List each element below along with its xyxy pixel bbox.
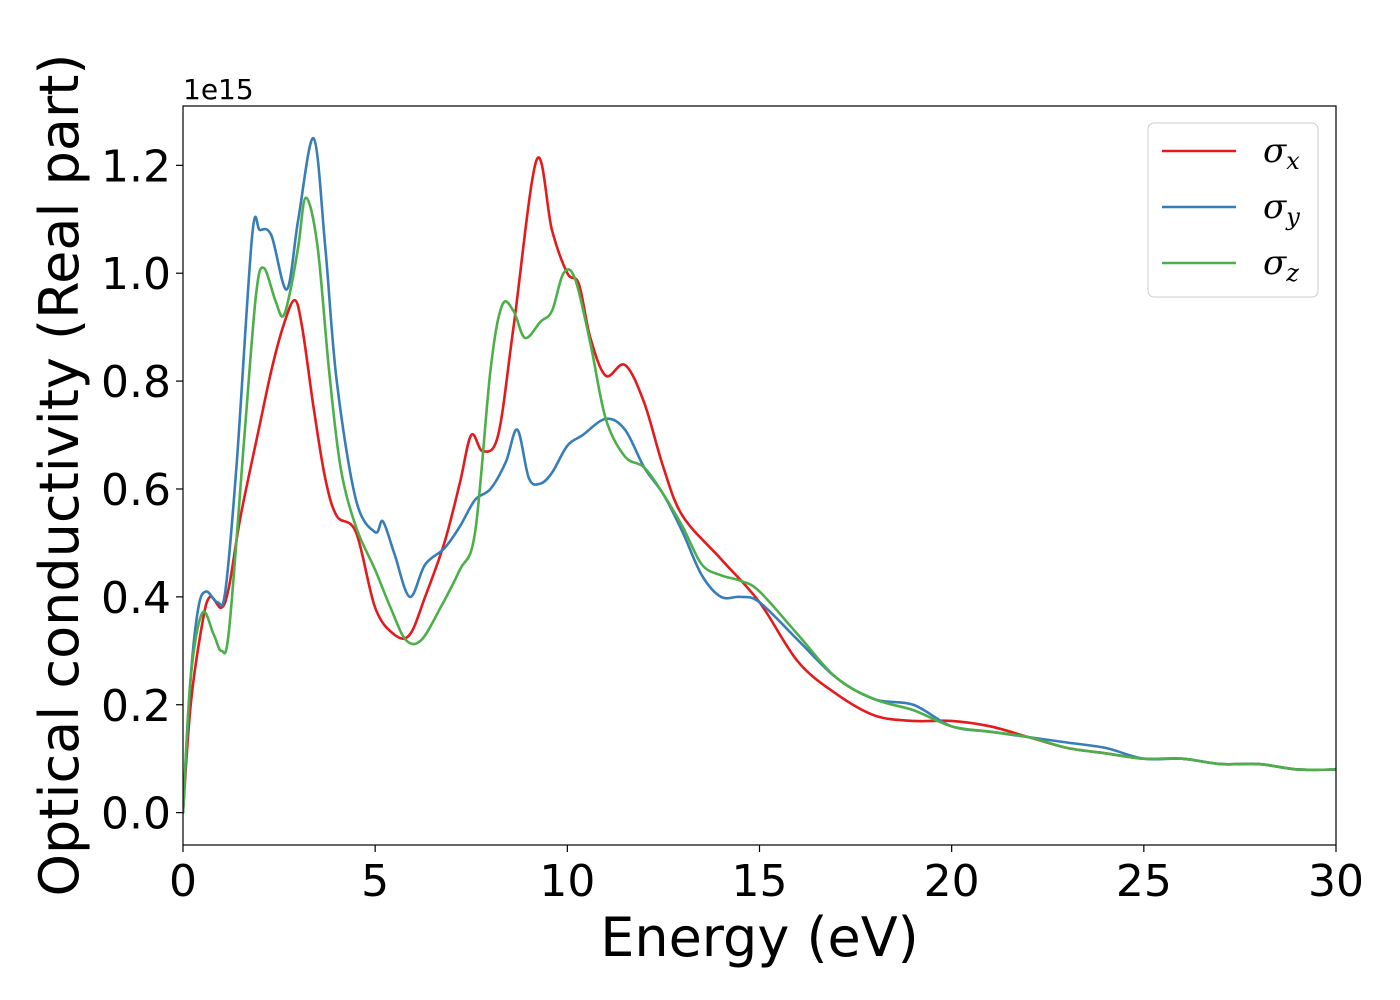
y-tick-label: 0.4 <box>101 573 171 624</box>
legend-box <box>1147 122 1319 298</box>
x-tick-label: 25 <box>1116 856 1172 907</box>
y-tick-label: 1.0 <box>101 249 171 300</box>
y-axis: 0.0 0.2 0.4 0.6 0.8 1.0 1.2 <box>101 141 183 840</box>
y-tick-label: 1.2 <box>101 141 171 192</box>
legend-label-z: σz <box>1263 243 1299 287</box>
x-tick-label: 30 <box>1308 856 1364 907</box>
y-tick-label: 0.8 <box>101 357 171 408</box>
legend-label-x: σx <box>1263 131 1300 175</box>
x-axis-title: Energy (eV) <box>600 906 919 969</box>
x-axis: 0 5 10 15 20 25 30 <box>169 845 1364 907</box>
x-tick-label: 10 <box>539 856 595 907</box>
y-tick-label: 0.2 <box>101 681 171 732</box>
x-tick-label: 5 <box>361 856 389 907</box>
y-tick-label: 0.0 <box>101 789 171 840</box>
x-tick-label: 0 <box>169 856 197 907</box>
y-offset-text: 1e15 <box>183 73 254 106</box>
y-axis-title: Optical conductivity (Real part) <box>28 54 91 897</box>
y-tick-label: 0.6 <box>101 465 171 516</box>
legend-label-y: σy <box>1263 187 1300 231</box>
series-line-z <box>183 196 1336 814</box>
series-line-x <box>183 156 1336 814</box>
x-tick-label: 15 <box>732 856 788 907</box>
x-tick-label: 20 <box>924 856 980 907</box>
series-layer <box>183 137 1336 814</box>
legend: σx σy σz <box>1147 122 1319 298</box>
